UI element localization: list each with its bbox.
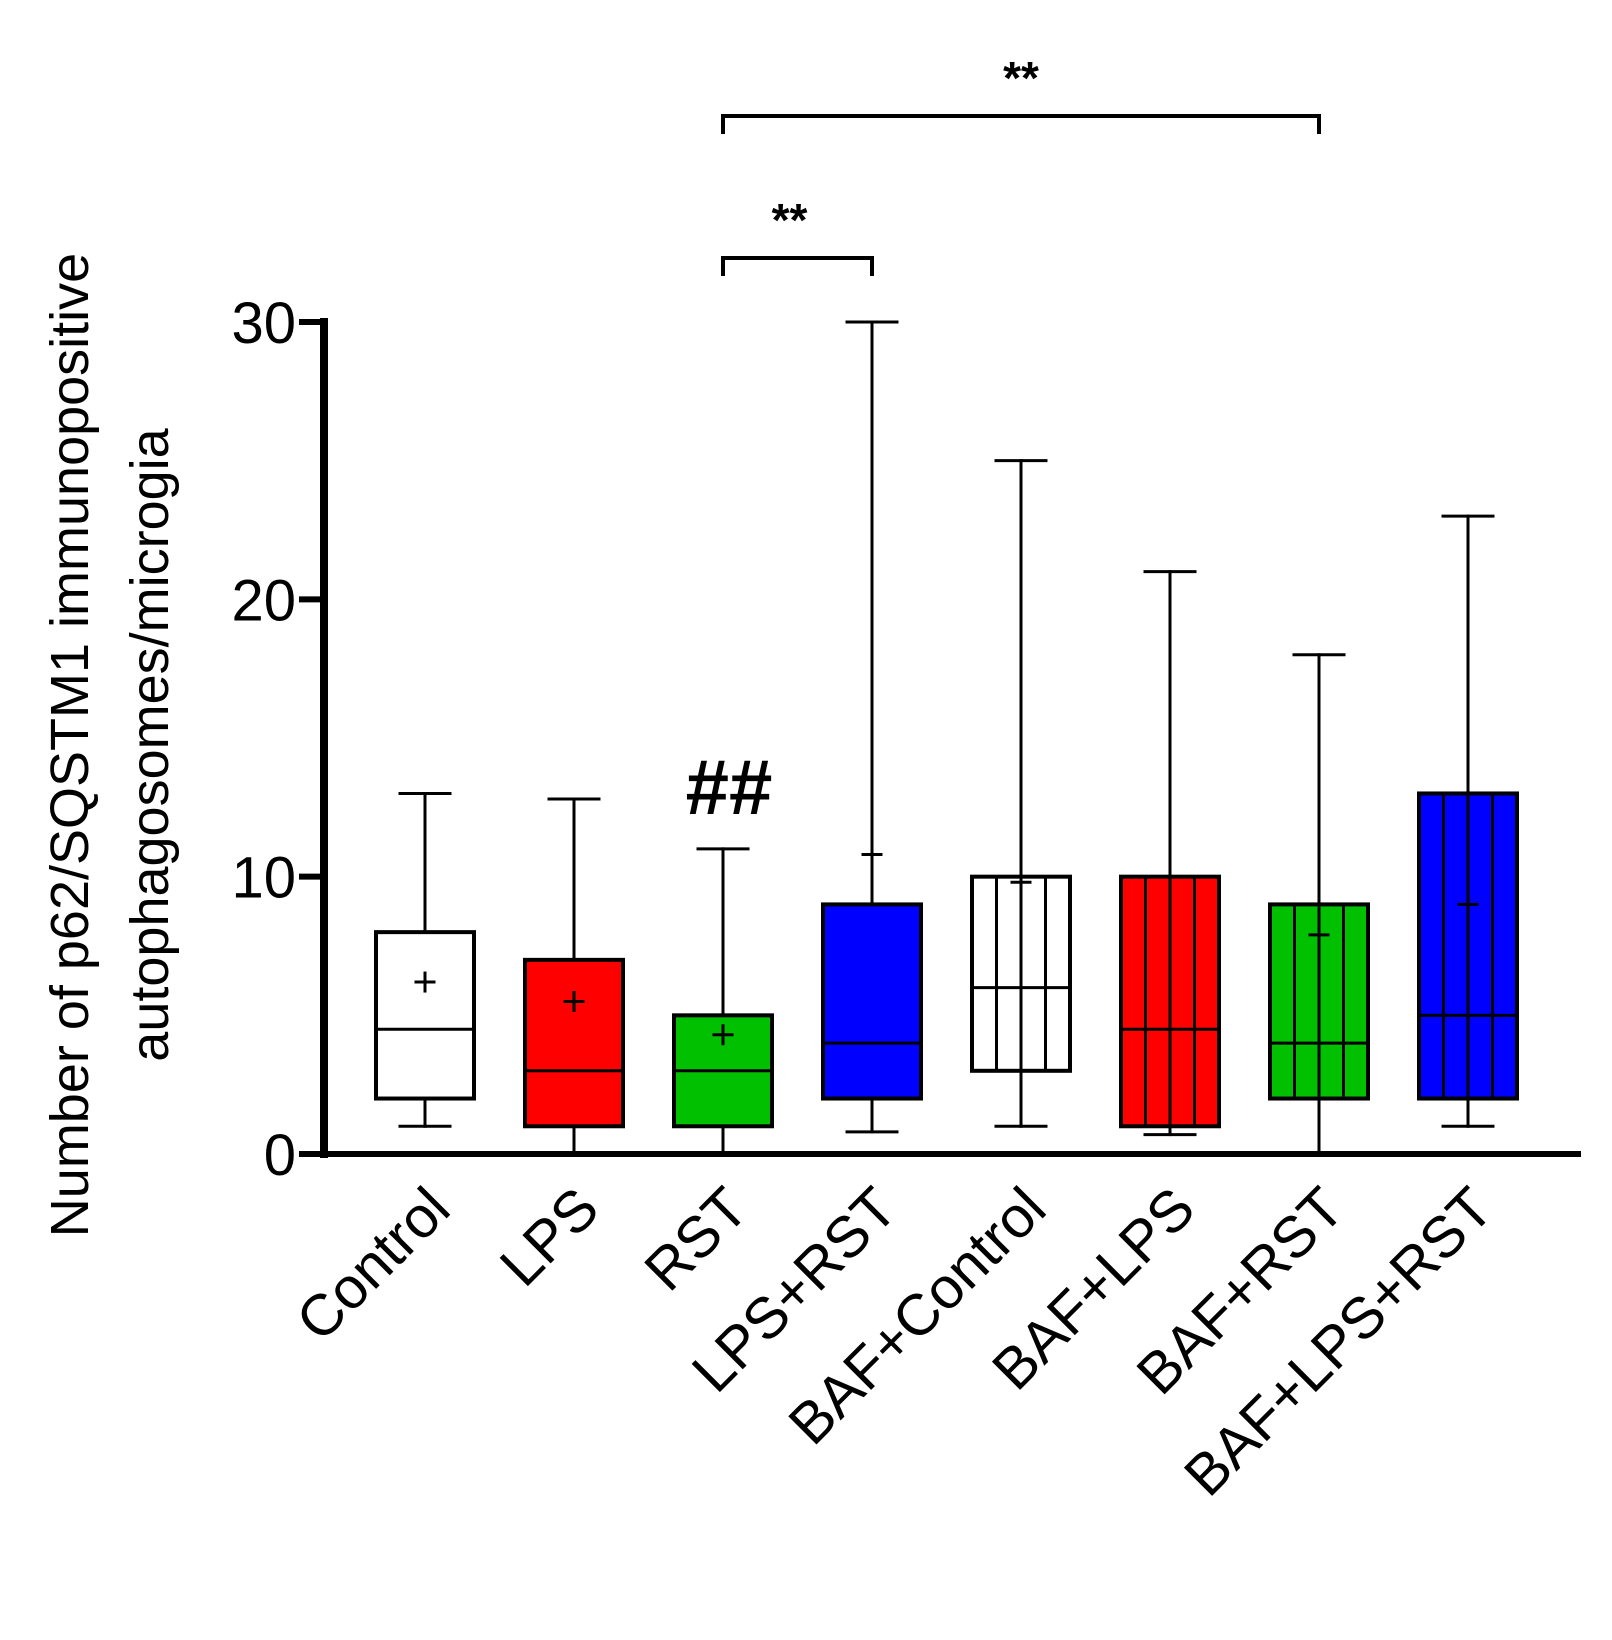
significance-label: ** <box>772 194 808 246</box>
box-body <box>823 904 921 1099</box>
box-body <box>525 959 623 1127</box>
axes-layer: 0 10 20 30 <box>231 291 1581 1188</box>
boxes-layer <box>374 320 1519 1156</box>
box-8 <box>1417 514 1519 1128</box>
x-category-label: BAF+Control <box>776 1175 1058 1457</box>
y-tick-label: 10 <box>231 846 296 911</box>
y-axis-label-line1: Number of p62/SQSTM1 immunopositive <box>40 253 100 1237</box>
box-4 <box>821 320 923 1134</box>
y-axis-label-line2: autophagosomes/microgia <box>120 427 180 1061</box>
x-category-label: RST <box>632 1175 760 1303</box>
box-outline <box>1417 791 1519 1101</box>
significance-label: ** <box>1003 52 1039 104</box>
box-5 <box>970 459 1072 1128</box>
box-7 <box>1268 653 1370 1156</box>
box-2 <box>523 797 625 1156</box>
box-outline <box>821 902 923 1101</box>
significance-bracket: ** <box>721 194 874 276</box>
y-tick-label: 20 <box>231 568 296 633</box>
y-tick-label: 0 <box>264 1123 296 1188</box>
box-3 <box>672 847 774 1156</box>
annotations-layer: ** ** ## <box>686 52 1321 831</box>
box-1 <box>374 791 476 1128</box>
y-tick-label: 30 <box>231 291 296 356</box>
box-outline <box>1268 902 1370 1101</box>
hash-marker-label: ## <box>686 743 773 831</box>
x-category-label: Control <box>284 1175 462 1353</box>
box-outline <box>523 957 625 1129</box>
x-category-label: LPS <box>488 1175 611 1298</box>
significance-bracket: ** <box>721 52 1321 134</box>
box-body <box>376 932 474 1099</box>
box-outline <box>374 930 476 1101</box>
box-6 <box>1119 570 1221 1137</box>
